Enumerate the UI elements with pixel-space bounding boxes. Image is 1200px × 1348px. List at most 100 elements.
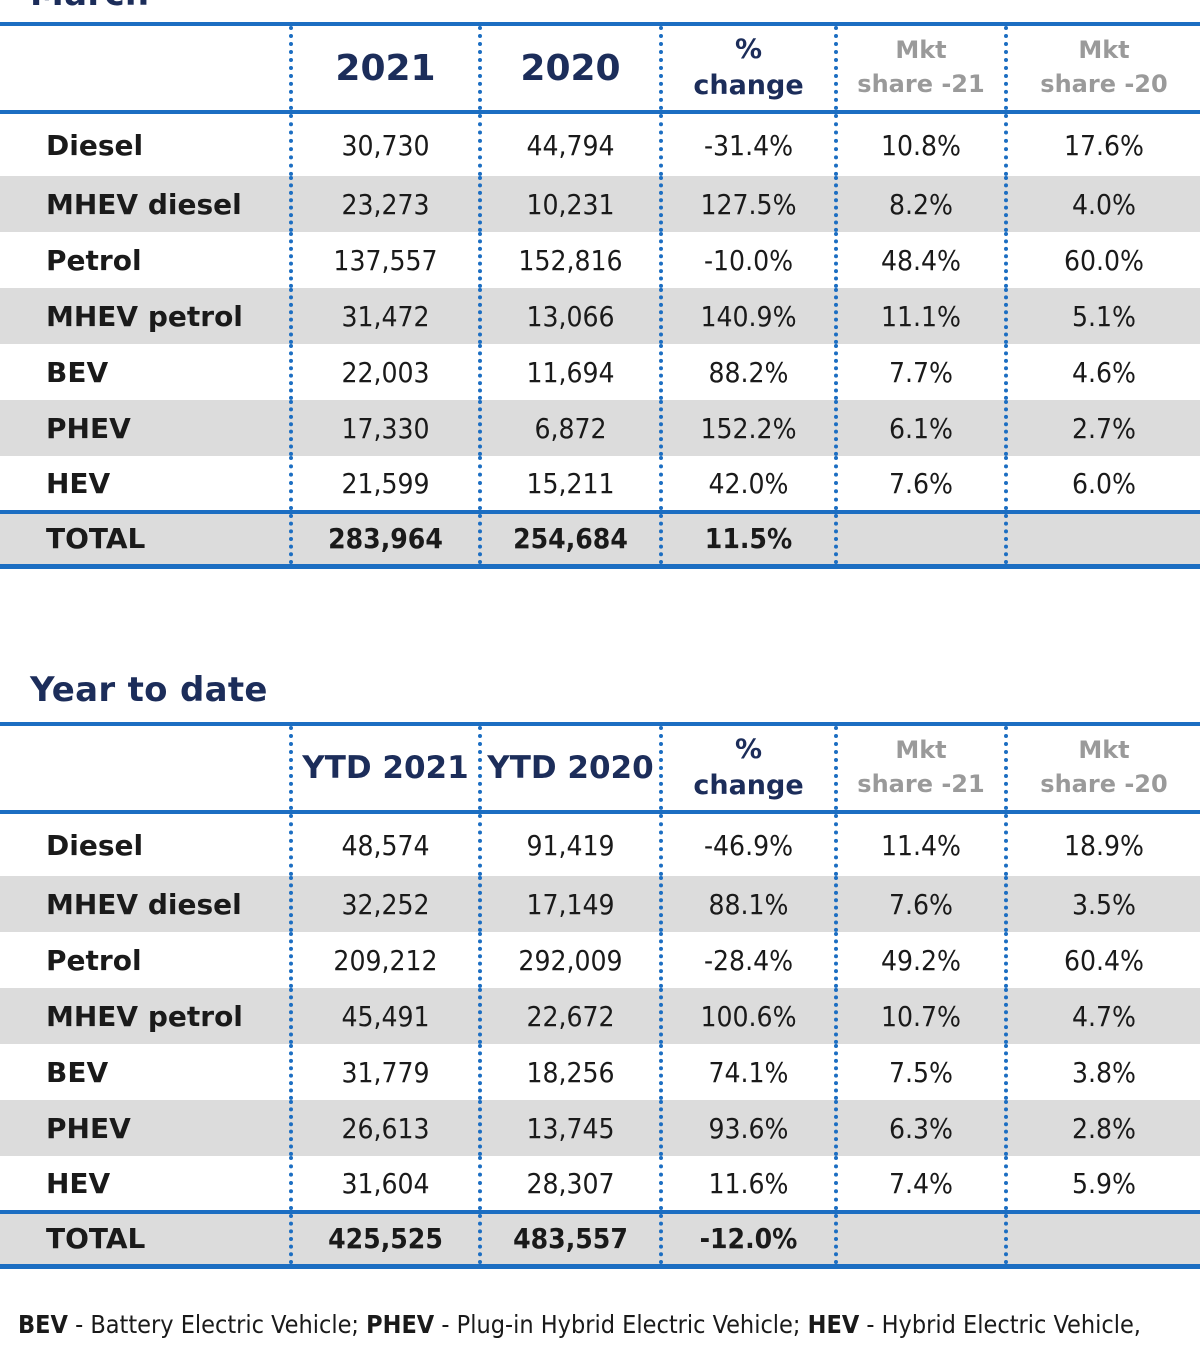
category-cell: HEV xyxy=(46,466,111,500)
mkt-share-21-cell: 7.5% xyxy=(834,1044,1006,1100)
total-ytd-2021: 425,525 xyxy=(289,1210,480,1269)
percent-change-cell: -46.9% xyxy=(659,812,836,876)
header-category xyxy=(0,722,291,814)
percent-change-cell: 11.6% xyxy=(659,1156,836,1212)
header-share1-line2: share -21 xyxy=(857,70,985,98)
header-percent-change: % change xyxy=(659,22,836,114)
header-mkt-share-20: Mkt share -20 xyxy=(1004,22,1200,114)
table-row: Diesel 48,574 91,419 -46.9% 11.4% 18.9% xyxy=(0,812,1200,876)
value-current-cell: 137,557 xyxy=(289,232,480,288)
mkt-share-20-cell: 60.0% xyxy=(1004,232,1200,288)
abbreviations-footnote: BEV - Battery Electric Vehicle; PHEV - P… xyxy=(18,1310,1141,1339)
percent-change-cell: 100.6% xyxy=(659,988,836,1044)
header-share2-line1: Mkt xyxy=(1078,36,1130,65)
footnote-bev-abbr: BEV xyxy=(18,1310,68,1339)
value-current-cell: 23,273 xyxy=(289,176,480,232)
percent-change-cell: 152.2% xyxy=(659,400,836,456)
value-previous-cell: 15,211 xyxy=(478,456,661,512)
header-mkt-share-21: Mkt share -21 xyxy=(834,22,1006,114)
mkt-share-20-cell: 4.0% xyxy=(1004,176,1200,232)
table-row: MHEV petrol 31,472 13,066 140.9% 11.1% 5.1% xyxy=(0,288,1200,344)
table-row: Petrol 137,557 152,816 -10.0% 48.4% 60.0% xyxy=(0,232,1200,288)
mkt-share-21-cell: 49.2% xyxy=(834,932,1006,988)
total-2021: 283,964 xyxy=(289,510,480,569)
header-share1-line1: Mkt xyxy=(895,736,947,765)
table-row: MHEV petrol 45,491 22,672 100.6% 10.7% 4.7% xyxy=(0,988,1200,1044)
mkt-share-21-cell: 7.7% xyxy=(834,344,1006,400)
ytd-section-title: Year to date xyxy=(30,670,268,710)
mkt-share-20-cell: 17.6% xyxy=(1004,112,1200,176)
mkt-share-20-cell: 5.1% xyxy=(1004,288,1200,344)
mkt-share-20-cell: 18.9% xyxy=(1004,812,1200,876)
category-cell: PHEV xyxy=(0,400,291,456)
total-row: TOTAL 425,525 483,557 -12.0% xyxy=(0,1210,1200,1269)
footnote-hev-abbr: HEV xyxy=(807,1310,860,1339)
total-label: TOTAL xyxy=(0,510,291,569)
table-row: Petrol 209,212 292,009 -28.4% 49.2% 60.4% xyxy=(0,932,1200,988)
header-year-2020: 2020 xyxy=(478,22,661,114)
mkt-share-21-cell: 6.1% xyxy=(834,400,1006,456)
value-previous-cell: 13,066 xyxy=(478,288,661,344)
value-previous-cell: 152,816 xyxy=(478,232,661,288)
header-share1-line2: share -21 xyxy=(857,770,985,798)
mkt-share-21-cell: 10.7% xyxy=(834,988,1006,1044)
category-cell: MHEV petrol xyxy=(0,288,291,344)
value-previous-cell: 18,256 xyxy=(478,1044,661,1100)
table-row: MHEV diesel 32,252 17,149 88.1% 7.6% 3.5% xyxy=(0,876,1200,932)
header-share1-line1: Mkt xyxy=(895,36,947,65)
ytd-header-row: YTD 2021 YTD 2020 % change Mkt share -21… xyxy=(0,722,1200,814)
header-year-2021: 2021 xyxy=(289,22,480,114)
percent-change-cell: 42.0% xyxy=(659,456,836,512)
total-share-21 xyxy=(834,510,1006,569)
table-row: PHEV 26,613 13,745 93.6% 6.3% 2.8% xyxy=(0,1100,1200,1156)
table-row: PHEV 17,330 6,872 152.2% 6.1% 2.7% xyxy=(0,400,1200,456)
percent-change-cell: -10.0% xyxy=(659,232,836,288)
mkt-share-20-cell: 3.5% xyxy=(1004,876,1200,932)
value-current-cell: 31,604 xyxy=(289,1156,480,1212)
total-change: -12.0% xyxy=(659,1210,836,1269)
header-mkt-share-20: Mkt share -20 xyxy=(1004,722,1200,814)
month-table: 2021 2020 % change Mkt share -21 Mkt sha… xyxy=(0,22,1200,569)
month-section-title: March xyxy=(30,0,149,14)
header-share2-line2: share -20 xyxy=(1040,70,1168,98)
value-previous-cell: 22,672 xyxy=(478,988,661,1044)
month-header-row: 2021 2020 % change Mkt share -21 Mkt sha… xyxy=(0,22,1200,114)
value-current-cell: 45,491 xyxy=(289,988,480,1044)
table-row: BEV 31,779 18,256 74.1% 7.5% 3.8% xyxy=(0,1044,1200,1100)
header-change-line2: change xyxy=(693,70,804,101)
category-cell: MHEV diesel xyxy=(0,176,291,232)
mkt-share-21-cell: 7.4% xyxy=(834,1156,1006,1212)
value-current-cell: 31,779 xyxy=(289,1044,480,1100)
table-row: Diesel 30,730 44,794 -31.4% 10.8% 17.6% xyxy=(0,112,1200,176)
header-change-line1: % xyxy=(734,33,763,65)
percent-change-cell: -28.4% xyxy=(659,932,836,988)
ytd-table: YTD 2021 YTD 2020 % change Mkt share -21… xyxy=(0,722,1200,1269)
mkt-share-21-cell: 48.4% xyxy=(834,232,1006,288)
value-previous-cell: 91,419 xyxy=(478,812,661,876)
table-row: MHEV diesel 23,273 10,231 127.5% 8.2% 4.0% xyxy=(0,176,1200,232)
mkt-share-20-cell: 2.7% xyxy=(1004,400,1200,456)
percent-change-cell: 74.1% xyxy=(659,1044,836,1100)
percent-change-cell: 93.6% xyxy=(659,1100,836,1156)
value-current-cell: 31,472 xyxy=(289,288,480,344)
category-cell: Diesel xyxy=(46,828,144,862)
ytd-table-body: Diesel 48,574 91,419 -46.9% 11.4% 18.9% MHEV d… xyxy=(0,812,1200,1269)
category-cell: BEV xyxy=(46,355,109,389)
percent-change-cell: 88.1% xyxy=(659,876,836,932)
total-share-21 xyxy=(834,1210,1006,1269)
value-current-cell: 21,599 xyxy=(289,456,480,512)
footnote-bev-text: - Battery Electric Vehicle; xyxy=(67,1310,367,1339)
mkt-share-21-cell: 8.2% xyxy=(834,176,1006,232)
value-previous-cell: 44,794 xyxy=(478,112,661,176)
table-row: BEV 22,003 11,694 88.2% 7.7% 4.6% xyxy=(0,344,1200,400)
total-share-20 xyxy=(1004,510,1200,569)
footnote-phev-abbr: PHEV xyxy=(366,1310,435,1339)
value-current-cell: 48,574 xyxy=(289,812,480,876)
category-cell: MHEV petrol xyxy=(0,988,291,1044)
table-row: HEV 21,599 15,211 42.0% 7.6% 6.0% xyxy=(0,456,1200,512)
total-change: 11.5% xyxy=(659,510,836,569)
value-current-cell: 22,003 xyxy=(289,344,480,400)
footnote-hev-text: - Hybrid Electric Vehicle, xyxy=(859,1310,1141,1339)
value-current-cell: 209,212 xyxy=(289,932,480,988)
mkt-share-20-cell: 4.7% xyxy=(1004,988,1200,1044)
